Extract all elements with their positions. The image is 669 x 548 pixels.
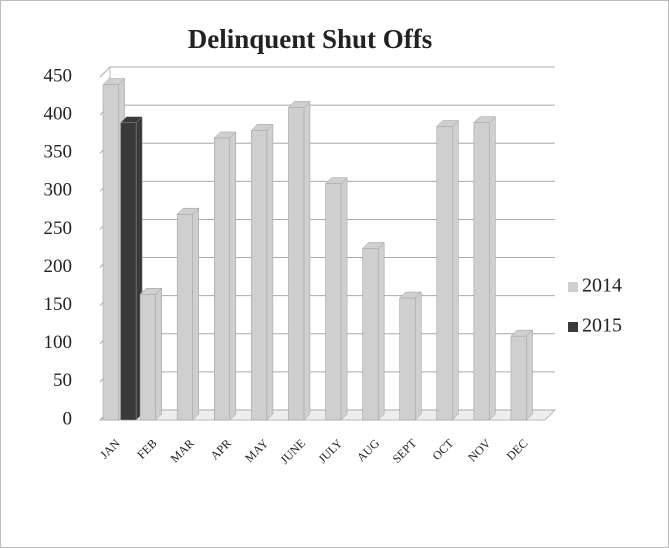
bar [102, 78, 125, 421]
bar [325, 177, 348, 421]
y-tick-label: 350 [44, 142, 73, 163]
bar [214, 131, 237, 421]
legend-swatch [568, 282, 578, 292]
y-tick-label: 100 [44, 332, 73, 353]
bar [362, 242, 385, 421]
y-tick-label: 0 [63, 408, 73, 429]
chart-title: Delinquent Shut Offs [188, 24, 433, 54]
legend-label: 2014 [582, 275, 622, 297]
bar [510, 329, 533, 421]
legend-swatch [568, 322, 578, 332]
bar [473, 116, 496, 421]
bar [436, 120, 459, 421]
y-tick-label: 400 [44, 103, 73, 124]
bar [251, 124, 274, 421]
y-tick-label: 250 [44, 218, 73, 239]
y-tick-label: 150 [44, 294, 73, 315]
bar [120, 116, 143, 421]
grid-line [99, 66, 555, 78]
legend-label: 2015 [582, 315, 622, 337]
bar [288, 101, 311, 421]
bar [399, 291, 422, 421]
bar [139, 287, 162, 421]
y-tick-label: 450 [44, 65, 73, 86]
bar [176, 207, 199, 421]
y-tick-label: 300 [44, 180, 73, 201]
y-tick-label: 50 [53, 370, 72, 391]
y-tick-label: 200 [44, 256, 73, 277]
